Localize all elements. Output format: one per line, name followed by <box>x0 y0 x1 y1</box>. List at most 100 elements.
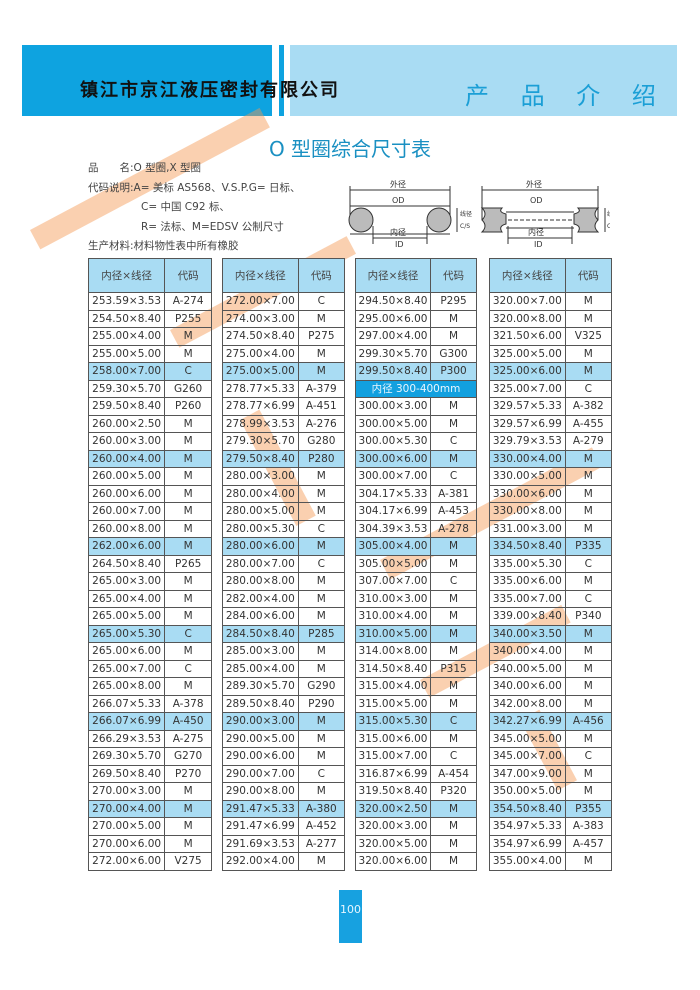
table-row: 329.79×3.53 A-279 <box>489 432 613 451</box>
size-cell: 279.50×8.40 <box>222 449 299 468</box>
code-cell: A-457 <box>564 834 613 853</box>
table-row: 310.00×3.00 M <box>354 589 477 608</box>
code-cell: M <box>564 782 613 801</box>
code-cell: M <box>164 677 212 696</box>
size-cell: 329.57×6.99 <box>489 414 566 433</box>
code-cell: M <box>564 694 613 713</box>
table-row: 280.00×5.00 M <box>222 502 346 521</box>
code-cell: M <box>430 397 477 416</box>
table-row: 289.30×5.70 G290 <box>222 677 346 696</box>
size-cell: 310.00×3.00 <box>354 589 432 608</box>
size-cell: 260.00×5.00 <box>87 467 166 486</box>
code-cell: M <box>164 572 212 591</box>
size-cell: 269.50×8.40 <box>87 764 166 783</box>
table-row: 334.50×8.40 P335 <box>489 537 613 556</box>
cs-label: C/S <box>460 223 470 230</box>
size-cell: 354.50×8.40 <box>489 799 566 818</box>
spec-code-desc-c: C= 中国 C92 标、 <box>141 201 230 213</box>
table-row: 314.50×8.40 P315 <box>354 659 477 678</box>
table-row: 342.27×6.99 A-456 <box>489 712 613 731</box>
code-cell: M <box>297 782 346 801</box>
size-cell: 285.00×4.00 <box>222 659 299 678</box>
table-row: 300.00×7.00 C <box>354 467 477 486</box>
page-title: O 型圈综合尺寸表 <box>268 137 432 161</box>
size-cell: 260.00×4.00 <box>87 449 166 468</box>
size-cell: 310.00×4.00 <box>354 607 432 626</box>
size-cell: 260.00×2.50 <box>87 414 166 433</box>
code-cell: M <box>164 537 212 556</box>
size-cell: 307.00×7.00 <box>354 572 432 591</box>
table-row: 260.00×5.00 M <box>87 467 212 486</box>
size-cell: 314.00×8.00 <box>354 642 432 661</box>
size-cell: 260.00×3.00 <box>87 432 166 451</box>
size-cell: 280.00×7.00 <box>222 554 299 573</box>
table-row: 260.00×8.00 M <box>87 519 212 538</box>
size-cell: 292.00×4.00 <box>222 852 299 871</box>
size-cell: 265.00×7.00 <box>87 659 166 678</box>
table-row: 291.47×5.33 A-380 <box>222 799 346 818</box>
table-row: 275.00×5.00 M <box>222 362 346 381</box>
size-table-3: 内径×线径 代码 294.50×8.40 P295 295.00×6.00 M 297.00… <box>354 258 477 871</box>
table-row: 290.00×7.00 C <box>222 764 346 783</box>
table-row: 269.50×8.40 P270 <box>87 764 212 783</box>
table-row: 262.00×6.00 M <box>87 537 212 556</box>
size-cell: 266.29×3.53 <box>87 729 166 748</box>
size-cell: 325.00×7.00 <box>489 379 566 398</box>
table-row: 270.00×3.00 M <box>87 782 212 801</box>
size-cell: 270.00×3.00 <box>87 782 166 801</box>
size-cell: 280.00×5.30 <box>222 519 299 538</box>
code-cell: C <box>297 764 346 783</box>
code-cell: M <box>164 502 212 521</box>
header-band-light <box>290 45 677 116</box>
code-cell: P270 <box>164 764 212 783</box>
code-cell: M <box>564 449 613 468</box>
size-cell: 315.00×4.00 <box>354 677 432 696</box>
table-row: 272.00×6.00 V275 <box>87 852 212 871</box>
code-cell: C <box>430 432 477 451</box>
size-cell: 310.00×5.00 <box>354 624 432 643</box>
table-row: 315.00×7.00 C <box>354 747 477 766</box>
size-cell: 354.97×6.99 <box>489 834 566 853</box>
code-cell: M <box>430 642 477 661</box>
table-row: 280.00×3.00 M <box>222 467 346 486</box>
code-cell: M <box>564 344 613 363</box>
code-cell: M <box>297 712 346 731</box>
code-cell: P275 <box>297 327 346 346</box>
code-cell: A-278 <box>430 519 477 538</box>
table-row: 335.00×5.30 C <box>489 554 613 573</box>
size-cell: 262.00×6.00 <box>87 537 166 556</box>
code-cell: C <box>564 554 613 573</box>
code-cell: M <box>164 432 212 451</box>
table-row: 295.00×6.00 M <box>354 309 477 328</box>
code-cell: A-379 <box>297 379 346 398</box>
table-row: 280.00×6.00 M <box>222 537 346 556</box>
size-cell: 259.50×8.40 <box>87 397 166 416</box>
header-code: 代码 <box>564 258 613 293</box>
header-size: 内径×线径 <box>87 258 166 293</box>
code-cell: M <box>430 449 477 468</box>
table-row: 290.00×6.00 M <box>222 747 346 766</box>
table-row: 340.00×3.50 M <box>489 624 613 643</box>
code-cell: A-383 <box>564 817 613 836</box>
code-cell: M <box>164 414 212 433</box>
size-cell: 314.50×8.40 <box>354 659 432 678</box>
code-cell: M <box>297 344 346 363</box>
code-cell: M <box>564 572 613 591</box>
size-cell: 330.00×4.00 <box>489 449 566 468</box>
table-row: 304.17×5.33 A-381 <box>354 484 477 503</box>
table-row: 289.50×8.40 P290 <box>222 694 346 713</box>
size-cell: 300.00×6.00 <box>354 449 432 468</box>
table-row: 329.57×5.33 A-382 <box>489 397 613 416</box>
size-cell: 330.00×5.00 <box>489 467 566 486</box>
code-cell: M <box>297 572 346 591</box>
code-cell: M <box>564 309 613 328</box>
size-cell: 325.00×5.00 <box>489 344 566 363</box>
header-code: 代码 <box>164 258 212 293</box>
size-cell: 330.00×6.00 <box>489 484 566 503</box>
table-row: 270.00×6.00 M <box>87 834 212 853</box>
size-cell: 329.79×3.53 <box>489 432 566 451</box>
code-cell: M <box>564 519 613 538</box>
size-cell: 265.00×3.00 <box>87 572 166 591</box>
table-row: 265.00×6.00 M <box>87 642 212 661</box>
size-cell: 255.00×5.00 <box>87 344 166 363</box>
